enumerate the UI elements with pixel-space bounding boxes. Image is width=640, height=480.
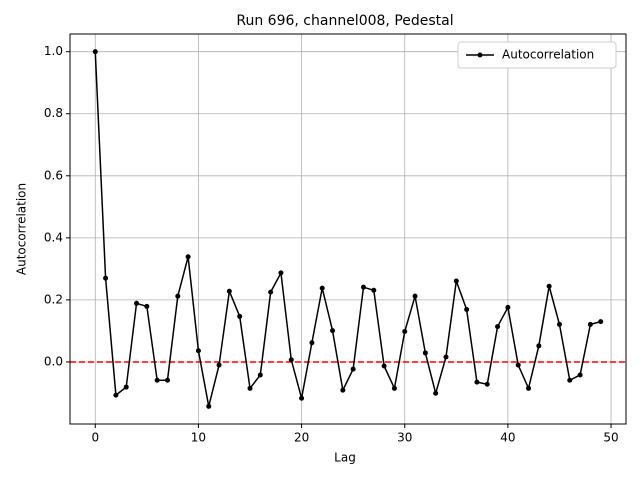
- series-line: [94, 51, 601, 407]
- point: [319, 285, 325, 291]
- point: [453, 278, 459, 284]
- point: [206, 403, 212, 409]
- legend-box: [457, 41, 617, 69]
- point: [113, 392, 119, 398]
- point: [598, 319, 604, 325]
- point: [546, 283, 552, 289]
- x-tick-label: 40: [500, 431, 515, 445]
- x-tick-label: 0: [91, 431, 99, 445]
- point: [556, 321, 562, 327]
- y-tick-label: 0.8: [44, 106, 63, 120]
- point: [443, 354, 449, 360]
- y-tick-label: 0.0: [44, 354, 63, 368]
- point: [350, 366, 356, 372]
- point: [216, 362, 222, 368]
- point: [587, 321, 593, 327]
- point: [515, 362, 521, 368]
- point: [371, 287, 377, 293]
- point: [433, 390, 439, 396]
- point: [257, 372, 263, 378]
- point: [360, 284, 366, 290]
- x-axis-label: Lag: [334, 451, 356, 465]
- y-tick-label: 1.0: [44, 44, 63, 58]
- point: [154, 377, 160, 383]
- point: [412, 293, 418, 299]
- x-tick-label: 10: [191, 431, 206, 445]
- point: [309, 340, 315, 346]
- point: [268, 289, 274, 295]
- point: [92, 49, 98, 55]
- point: [577, 372, 583, 378]
- y-tick-label: 0.6: [44, 168, 63, 182]
- point: [195, 348, 201, 354]
- point: [474, 379, 480, 385]
- legend-label: Autocorrelation: [502, 48, 594, 62]
- plot-frame: [69, 33, 627, 425]
- y-tick-label: 0.2: [44, 292, 63, 306]
- point: [123, 384, 129, 390]
- point: [299, 395, 305, 401]
- point: [103, 275, 109, 281]
- point: [237, 313, 243, 319]
- point: [526, 385, 532, 391]
- point: [144, 303, 150, 309]
- x-tick-label: 30: [397, 431, 412, 445]
- point: [391, 385, 397, 391]
- point: [247, 385, 253, 391]
- point: [164, 377, 170, 383]
- point: [422, 350, 428, 356]
- chart-title: Run 696, channel008, Pedestal: [236, 13, 453, 29]
- point: [536, 343, 542, 349]
- point: [134, 300, 140, 306]
- point: [495, 324, 501, 330]
- point: [288, 357, 294, 363]
- point: [381, 363, 387, 369]
- x-tick-label: 20: [294, 431, 309, 445]
- point: [464, 307, 470, 313]
- x-tick-label: 50: [603, 431, 618, 445]
- point: [278, 270, 284, 276]
- y-axis-label: Autocorrelation: [15, 183, 29, 275]
- point: [185, 254, 191, 260]
- y-tick-label: 0.4: [44, 230, 63, 244]
- point: [484, 381, 490, 387]
- point: [505, 304, 511, 310]
- point: [175, 293, 181, 299]
- point: [567, 377, 573, 383]
- point: [226, 288, 232, 294]
- point: [340, 387, 346, 393]
- point: [330, 328, 336, 334]
- point: [402, 329, 408, 335]
- legend-marker: [477, 52, 483, 58]
